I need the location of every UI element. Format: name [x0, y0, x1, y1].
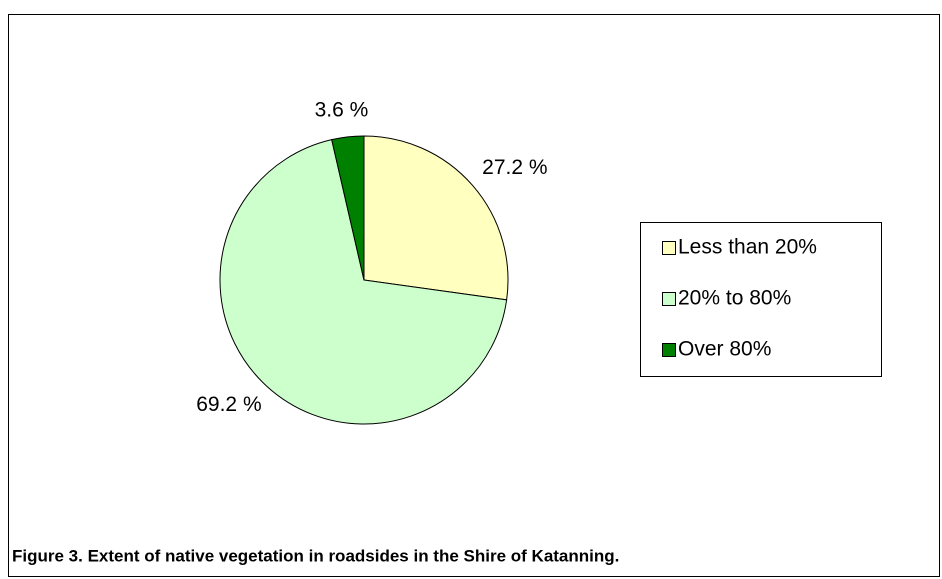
legend-swatch [662, 292, 676, 306]
pie-slice [331, 135, 365, 281]
caption: Figure 3. Extent of native vegetation in… [12, 546, 619, 565]
legend-swatch [662, 241, 676, 255]
legend-label: Less than 20% [678, 236, 817, 259]
legend-box [640, 222, 882, 377]
pie-slice [363, 135, 509, 301]
legend-label: Over 80% [678, 338, 771, 361]
data-label: 3.6 % [315, 99, 369, 122]
legend-swatch [662, 343, 676, 357]
pie-slice [219, 139, 508, 425]
legend-label: 20% to 80% [678, 287, 791, 310]
data-label: 27.2 % [482, 156, 547, 179]
data-label: 69.2 % [196, 393, 261, 416]
